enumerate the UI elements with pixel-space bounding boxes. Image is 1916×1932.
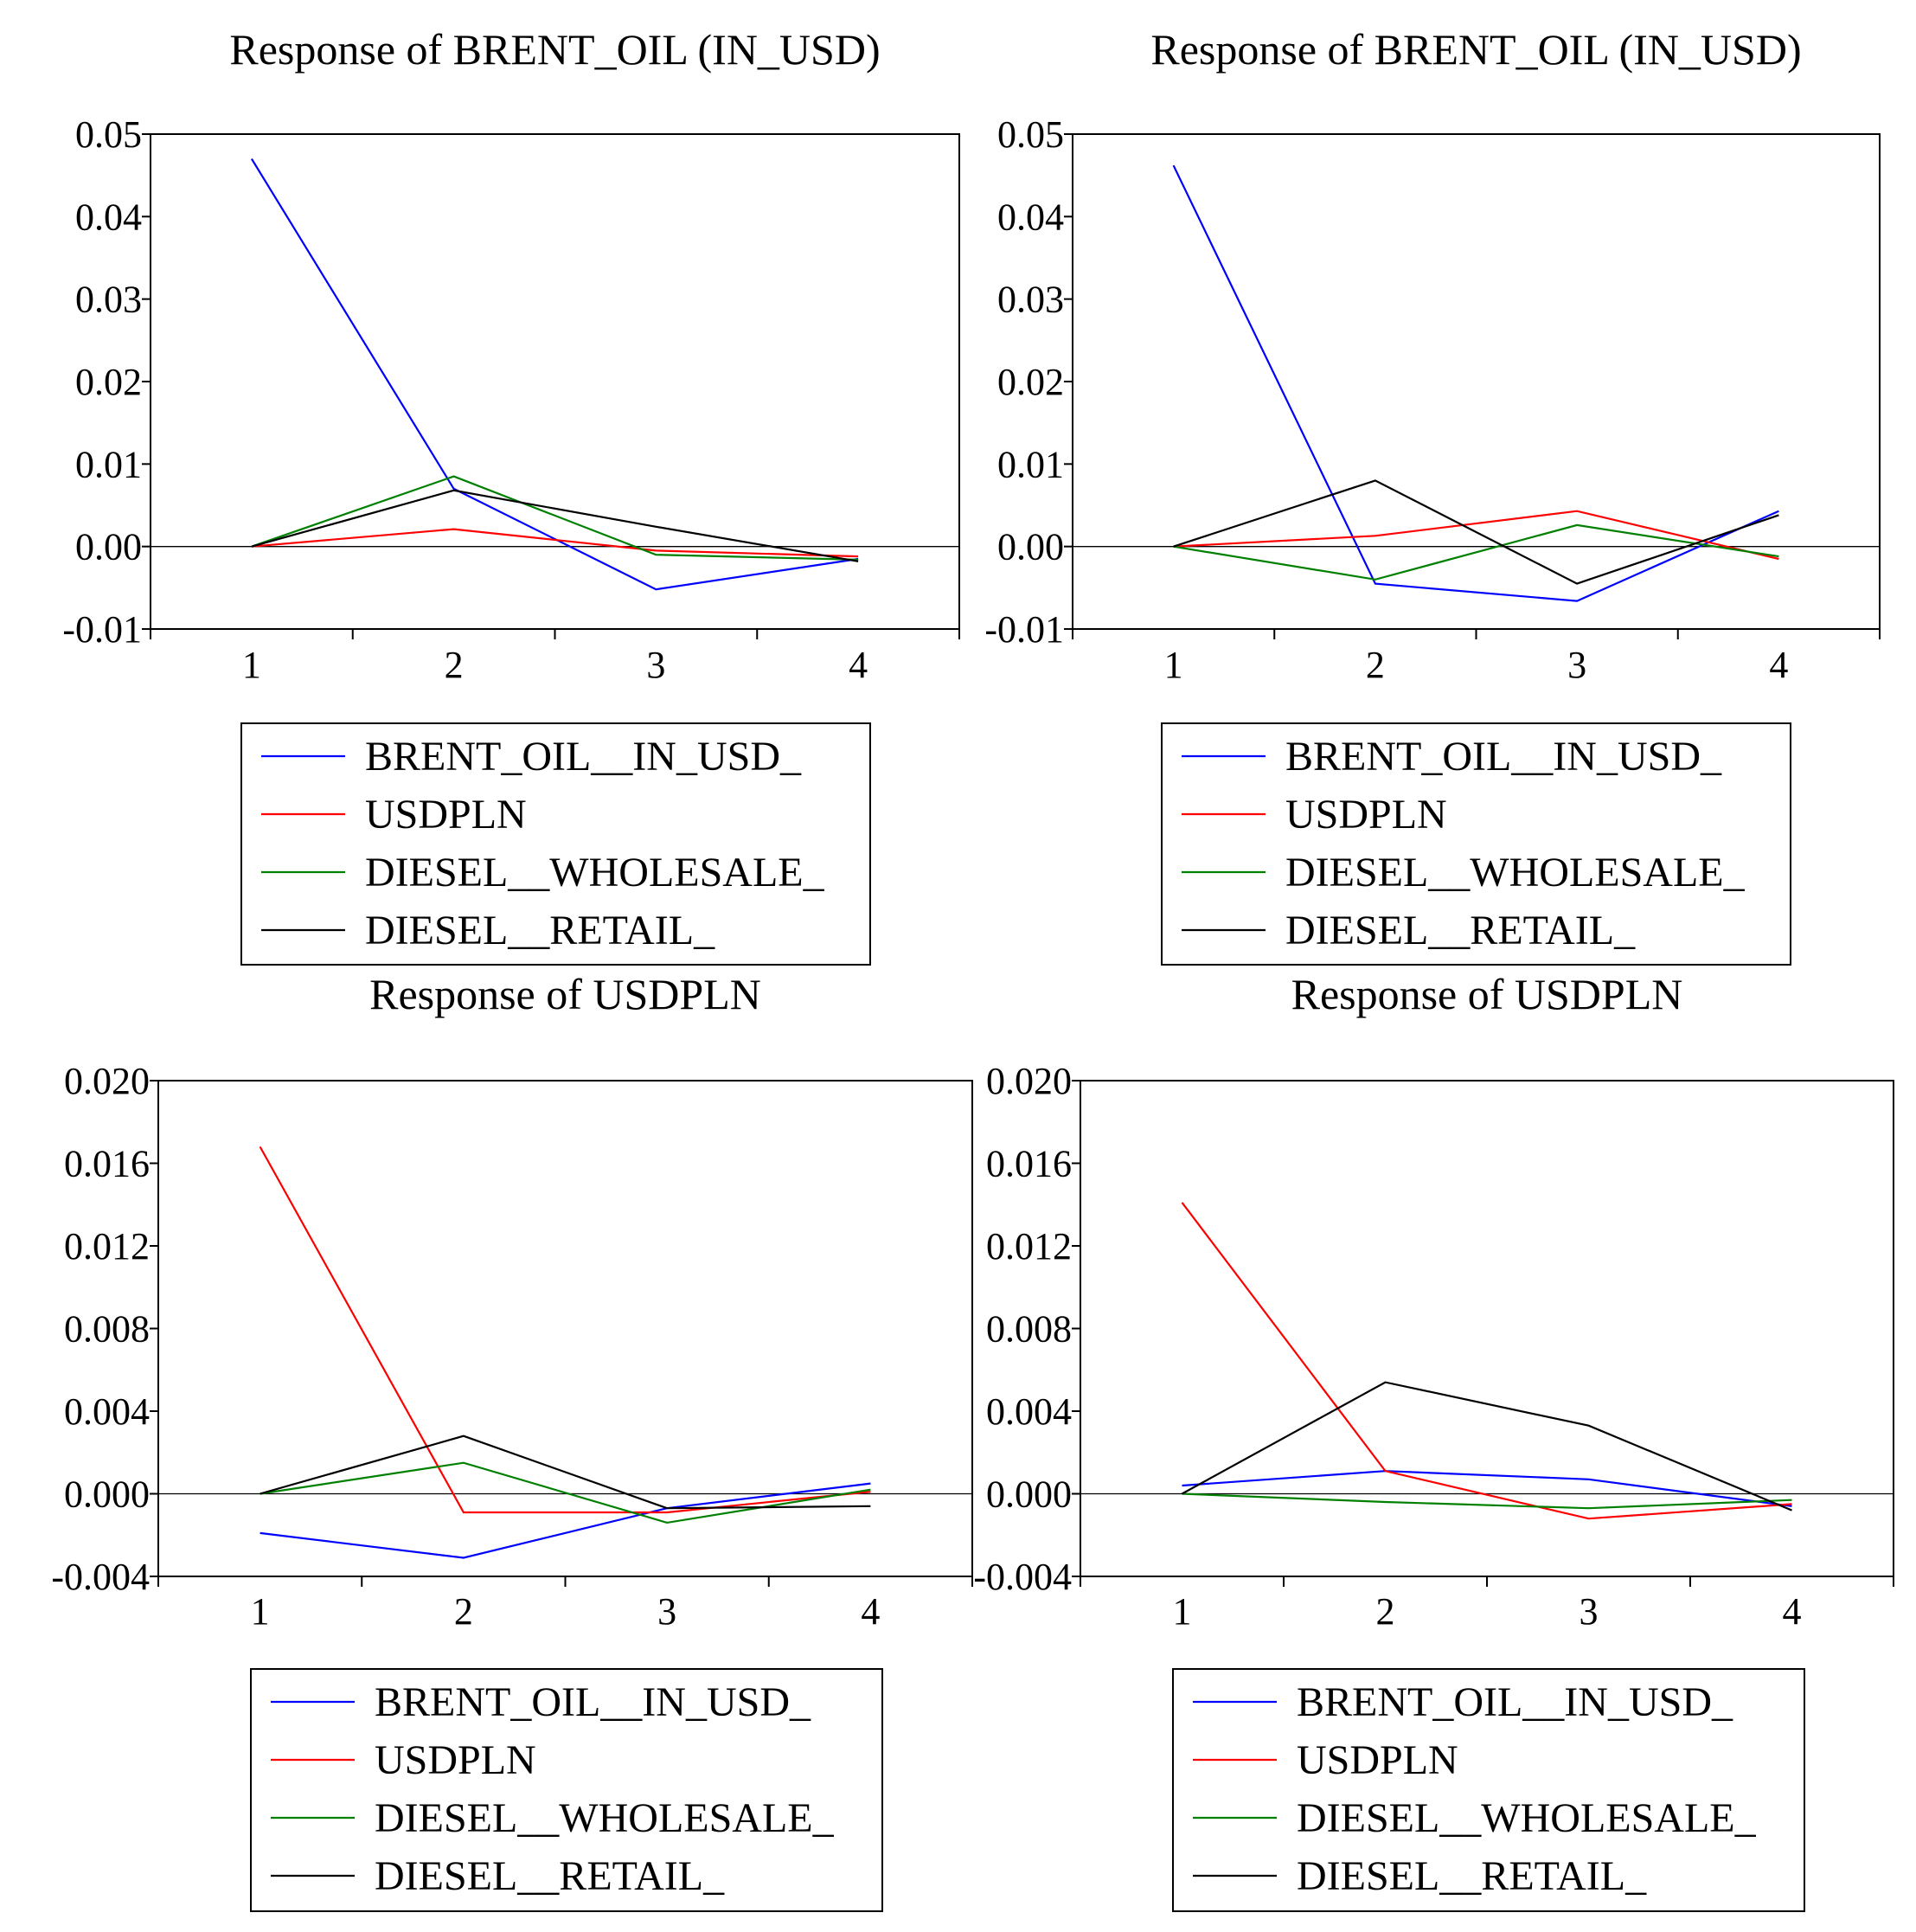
- x-tick-label: 4: [1769, 644, 1788, 686]
- x-tick-label: 3: [1567, 644, 1586, 686]
- y-tick-label: 0.03: [997, 279, 1064, 321]
- series-line-brent-oil-in-usd: [260, 1482, 871, 1559]
- y-tick-label: 0.000: [986, 1473, 1072, 1516]
- series-line-diesel-retail: [251, 489, 859, 562]
- x-tick-label: 3: [646, 644, 665, 686]
- y-tick-label: 0.004: [64, 1390, 150, 1433]
- x-tick-label: 1: [1173, 1590, 1192, 1633]
- series-line-diesel-wholesale: [251, 475, 859, 561]
- x-tick-label: 4: [849, 644, 868, 686]
- series-line-diesel-wholesale: [1173, 523, 1779, 581]
- x-tick-label: 1: [242, 644, 261, 686]
- series-line-diesel-wholesale: [1182, 1492, 1792, 1510]
- legend-entry: USDPLN: [375, 1737, 536, 1783]
- chart-title: Response of BRENT_OIL (IN_USD): [229, 25, 880, 74]
- legend-entry: BRENT_OIL__IN_USD_: [1285, 734, 1722, 780]
- chart-title: Response of USDPLN: [1291, 970, 1683, 1018]
- series-line-usdpln: [259, 1146, 871, 1514]
- y-tick-label: 0.004: [986, 1390, 1072, 1433]
- legend-entry: BRENT_OIL__IN_USD_: [365, 734, 802, 780]
- x-tick-label: 1: [1164, 644, 1183, 686]
- y-tick-label: 0.02: [75, 361, 142, 403]
- legend-entry: DIESEL__WHOLESALE_: [365, 850, 825, 895]
- y-tick-label: -0.01: [984, 608, 1064, 651]
- series-line-usdpln: [1181, 1202, 1792, 1520]
- y-tick-label: 0.04: [75, 196, 142, 238]
- chart-panel-2: Response of BRENT_OIL (IN_USD) 0.05 0.04 0.…: [984, 25, 1881, 966]
- y-tick-label: 0.020: [64, 1060, 150, 1102]
- y-tick-label: 0.008: [986, 1308, 1072, 1351]
- legend-entry: DIESEL__RETAIL_: [1297, 1853, 1647, 1899]
- y-tick-label: 0.00: [75, 526, 142, 568]
- y-tick-label: 0.008: [64, 1308, 150, 1351]
- legend-entry: BRENT_OIL__IN_USD_: [1297, 1679, 1733, 1725]
- series-line-brent-oil-in-usd: [1172, 164, 1779, 602]
- legend-box: [1172, 1668, 1805, 1912]
- series-line-diesel-wholesale: [260, 1461, 871, 1524]
- series-line-diesel-retail: [1173, 479, 1779, 585]
- legend-entry: BRENT_OIL__IN_USD_: [375, 1679, 811, 1725]
- y-tick-label: 0.01: [75, 443, 142, 485]
- x-tick-label: 2: [454, 1590, 473, 1633]
- legend-entry: DIESEL__RETAIL_: [375, 1853, 725, 1899]
- y-tick-label: 0.05: [75, 113, 142, 156]
- x-tick-label: 3: [1580, 1590, 1599, 1633]
- chart-panel-4: Response of USDPLN 0.020 0.016 0.012 0.008 0.…: [973, 970, 1894, 1912]
- x-tick-label: 1: [251, 1590, 270, 1633]
- x-tick-label: 3: [657, 1590, 676, 1633]
- legend-entry: DIESEL__WHOLESALE_: [1285, 850, 1746, 895]
- y-tick-label: 0.000: [64, 1473, 150, 1516]
- legend-entry: DIESEL__WHOLESALE_: [1297, 1795, 1757, 1841]
- legend-box: [250, 1668, 883, 1912]
- series-line-usdpln: [1173, 510, 1779, 561]
- legend-entry: DIESEL__RETAIL_: [1285, 908, 1636, 953]
- y-tick-label: 0.00: [997, 526, 1064, 568]
- series-line-brent-oil-in-usd: [250, 158, 859, 591]
- legend-box: [1161, 722, 1791, 966]
- x-tick-label: 2: [1376, 1590, 1395, 1633]
- y-tick-label: -0.01: [62, 608, 142, 651]
- legend-box: [240, 722, 871, 966]
- x-tick-label: 4: [1783, 1590, 1802, 1633]
- legend-entry: USDPLN: [1297, 1737, 1458, 1783]
- chart-title: Response of USDPLN: [369, 970, 761, 1018]
- series-line-usdpln: [251, 528, 859, 558]
- y-tick-label: 0.020: [986, 1060, 1072, 1102]
- y-tick-label: -0.004: [51, 1556, 150, 1598]
- plot-frame: [157, 1080, 973, 1577]
- legend-entry: DIESEL__RETAIL_: [365, 908, 715, 953]
- series-line-diesel-retail: [1181, 1381, 1792, 1512]
- y-tick-label: 0.04: [997, 196, 1064, 238]
- x-tick-label: 4: [861, 1590, 880, 1633]
- y-tick-label: 0.01: [997, 443, 1064, 485]
- y-tick-label: -0.004: [973, 1556, 1072, 1598]
- y-tick-label: 0.016: [64, 1143, 150, 1185]
- y-tick-label: 0.03: [75, 279, 142, 321]
- legend-entry: DIESEL__WHOLESALE_: [375, 1795, 835, 1841]
- legend-entry: USDPLN: [365, 792, 527, 838]
- series-line-diesel-retail: [260, 1435, 871, 1510]
- series-line-brent-oil-in-usd: [1182, 1470, 1792, 1507]
- y-tick-label: 0.05: [997, 113, 1064, 156]
- y-tick-label: 0.012: [986, 1225, 1072, 1268]
- chart-title: Response of BRENT_OIL (IN_USD): [1150, 25, 1801, 74]
- x-tick-label: 2: [445, 644, 464, 686]
- y-tick-label: 0.016: [986, 1143, 1072, 1185]
- chart-panel-3: Response of USDPLN 0.020 0.016 0.012 0.008 0.…: [51, 970, 973, 1912]
- legend-entry: USDPLN: [1285, 792, 1447, 838]
- y-tick-label: 0.02: [997, 361, 1064, 403]
- y-tick-label: 0.012: [64, 1225, 150, 1268]
- plot-frame: [150, 133, 960, 630]
- x-tick-label: 2: [1366, 644, 1385, 686]
- chart-panel-1: Response of BRENT_OIL (IN_USD) 0.05 0.04 0.…: [62, 25, 960, 966]
